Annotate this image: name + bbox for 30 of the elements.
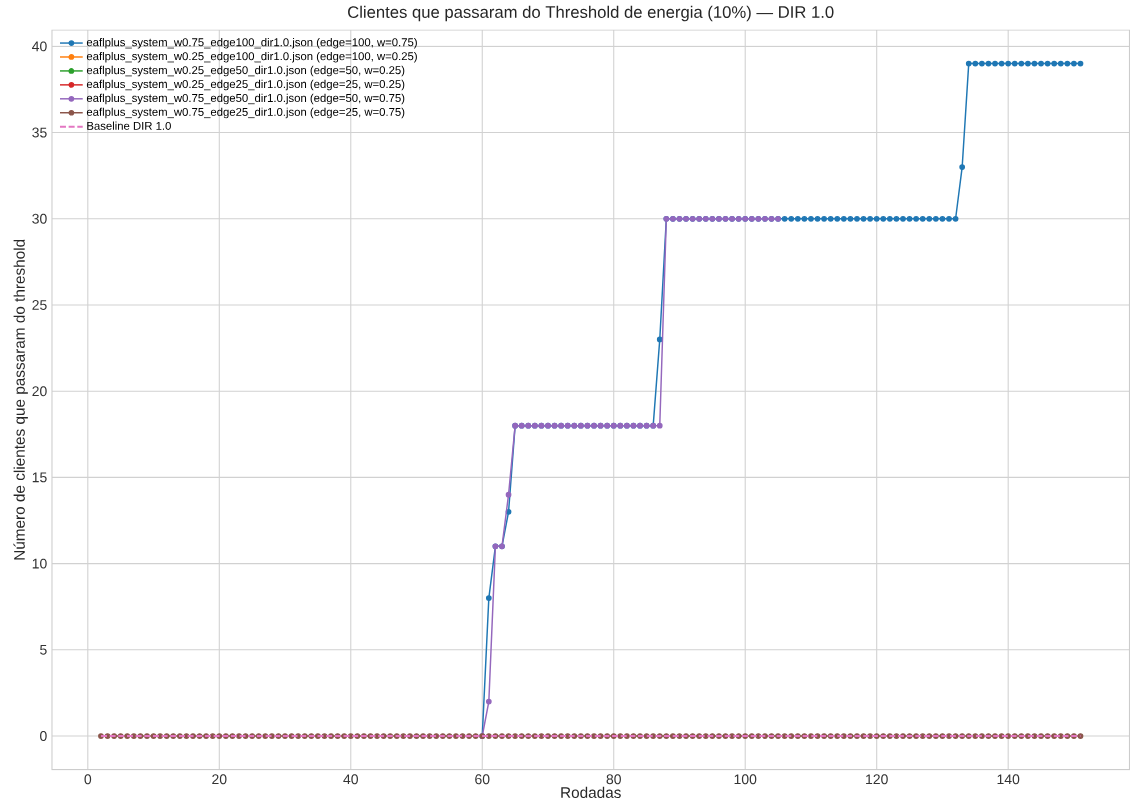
legend-label: Baseline DIR 1.0 bbox=[87, 121, 171, 131]
x-tick-label: 60 bbox=[475, 774, 490, 785]
chart-title: Clientes que passaram do Threshold de energia (10%) — DIR 1.0 bbox=[348, 5, 834, 22]
y-tick-label: 40 bbox=[32, 41, 47, 52]
y-tick-label: 20 bbox=[32, 386, 47, 397]
y-tick-label: 0 bbox=[40, 731, 47, 742]
legend-label: eaflplus_system_w0.75_edge25_dir1.0.json (edge=25, w=0.75) bbox=[86, 107, 405, 119]
y-tick-label: 10 bbox=[32, 558, 47, 569]
legend-label: eaflplus_system_w0.25_edge25_dir1.0.json (edge=25, w=0.25) bbox=[86, 79, 405, 91]
y-axis-title: Número de clientes que passaram do threshold bbox=[13, 240, 28, 560]
x-tick-label: 100 bbox=[734, 774, 757, 785]
x-tick-label: 40 bbox=[343, 774, 359, 785]
point bbox=[656, 422, 663, 429]
point bbox=[485, 698, 492, 705]
y-tick-label: 5 bbox=[40, 645, 47, 655]
x-tick-label: 120 bbox=[866, 774, 888, 785]
x-axis-title: Rodadas bbox=[561, 786, 621, 799]
x-tick-label: 140 bbox=[997, 774, 1020, 785]
x-tick-label: 20 bbox=[212, 774, 227, 785]
y-tick-label: 30 bbox=[32, 214, 47, 224]
y-tick-label: 35 bbox=[32, 127, 47, 138]
y-tick-label: 15 bbox=[32, 472, 47, 483]
x-tick-label: 0 bbox=[84, 774, 92, 785]
legend-label: eaflplus_system_w0.75_edge50_dir1.0.json (edge=50, w=0.75) bbox=[86, 93, 405, 105]
legend-label: eaflplus_system_w0.25_edge100_dir1.0.json (edge=100, w=0.25) bbox=[86, 52, 417, 63]
x-tick-label: 80 bbox=[606, 774, 621, 785]
legend-label: eaflplus_system_w0.25_edge50_dir1.0.json (edge=50, w=0.25) bbox=[86, 66, 405, 77]
y-tick-label: 25 bbox=[32, 300, 47, 311]
legend-label: eaflplus_system_w0.75_edge100_dir1.0.json (edge=100, w=0.75) bbox=[86, 38, 417, 49]
point bbox=[505, 491, 512, 498]
